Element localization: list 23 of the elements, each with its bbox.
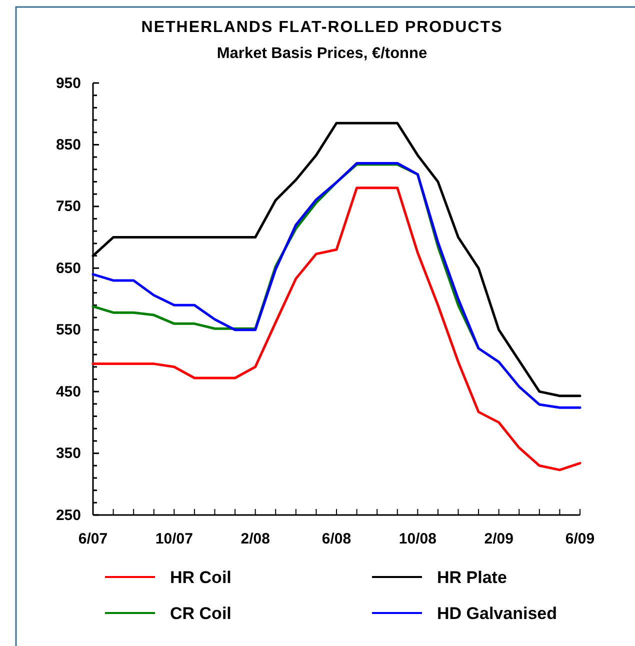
x-tick-label: 6/07	[78, 530, 108, 548]
y-tick-label: 950	[56, 74, 81, 92]
x-tick-label: 10/07	[155, 530, 193, 548]
y-tick-label: 450	[56, 383, 81, 400]
x-tick-label: 6/09	[565, 530, 595, 548]
x-tick-label: 6/08	[322, 530, 352, 548]
y-tick-label: 650	[56, 260, 81, 277]
legend-label: CR Coil	[170, 604, 232, 623]
y-tick-label: 550	[56, 322, 81, 339]
x-tick-label: 10/08	[398, 530, 436, 548]
chart-title: NETHERLANDS FLAT-ROLLED PRODUCTS	[141, 19, 503, 36]
y-tick-label: 350	[56, 445, 81, 462]
y-tick-label: 750	[56, 198, 81, 216]
legend-label: HD Galvanised	[437, 604, 557, 623]
y-tick-label: 850	[56, 136, 81, 154]
legend-label: HR Plate	[437, 568, 507, 587]
line-series	[92, 186, 582, 472]
legend-label: HR Coil	[170, 568, 232, 587]
y-tick-label: 250	[56, 506, 81, 524]
x-tick-label: 2/09	[484, 530, 514, 548]
chart-subtitle: Market Basis Prices, €/tonne	[216, 45, 428, 62]
x-tick-label: 2/08	[240, 530, 270, 548]
line-series	[92, 162, 582, 409]
